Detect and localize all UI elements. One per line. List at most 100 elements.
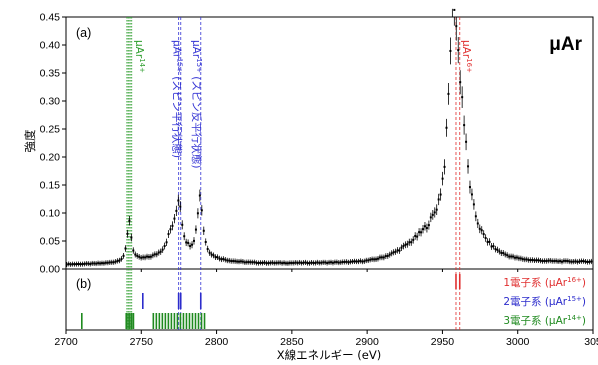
data-point — [275, 261, 278, 264]
data-point — [447, 92, 450, 95]
data-point — [146, 255, 149, 258]
data-point — [384, 255, 387, 258]
data-point — [239, 260, 242, 263]
data-point — [590, 260, 593, 263]
data-point — [326, 261, 329, 264]
data-point — [349, 260, 352, 263]
data-point — [290, 261, 293, 264]
data-point — [529, 259, 532, 262]
y-axis-title: 強度 — [23, 129, 37, 152]
data-point — [566, 260, 569, 263]
data-point — [75, 263, 78, 266]
data-point — [306, 262, 309, 265]
data-point — [376, 257, 379, 260]
data-point — [288, 261, 291, 264]
x-tick-label: 2900 — [355, 336, 379, 348]
data-point — [253, 261, 256, 264]
legend-entry: 2電子系 (μAr15+) — [503, 295, 586, 308]
data-point — [328, 261, 331, 264]
data-point — [408, 241, 411, 244]
data-point — [433, 211, 436, 214]
data-point — [514, 256, 517, 259]
data-point — [265, 262, 268, 265]
data-point — [104, 261, 107, 264]
data-point — [153, 253, 156, 256]
data-point — [568, 260, 571, 263]
data-point — [249, 261, 252, 264]
data-point — [241, 260, 244, 263]
data-point — [449, 49, 452, 52]
data-point — [212, 254, 215, 257]
data-point — [465, 140, 468, 143]
data-point — [547, 259, 550, 262]
data-point — [404, 243, 407, 246]
data-point — [560, 260, 563, 263]
data-point — [236, 260, 239, 263]
data-point — [355, 260, 358, 263]
data-point — [457, 49, 460, 52]
data-point — [140, 256, 143, 259]
data-point — [337, 261, 340, 264]
data-point — [77, 262, 80, 265]
data-point — [555, 259, 558, 262]
data-point — [335, 261, 338, 264]
data-point — [238, 260, 241, 263]
data-point — [93, 262, 96, 265]
data-point — [400, 246, 403, 249]
spectrum-series — [65, 8, 593, 267]
data-point — [488, 240, 491, 243]
data-point — [234, 260, 237, 263]
transition-legend: 1電子系 (μAr16+)2電子系 (μAr15+)3電子系 (μAr14+) — [503, 276, 586, 327]
annotation-label: μAr15+ (スピン平行状態) — [171, 40, 184, 158]
y-tick-label: 0.40 — [40, 40, 61, 52]
data-point — [175, 209, 178, 212]
data-point — [85, 262, 88, 265]
data-point — [171, 224, 174, 227]
annotation-label: μAr14+ — [133, 40, 146, 73]
data-point — [390, 252, 393, 255]
y-tick-label: 0.20 — [40, 152, 61, 164]
data-point — [151, 254, 154, 257]
annotation-label-ion: μAr — [460, 40, 472, 59]
data-point — [263, 261, 266, 264]
data-point — [535, 259, 538, 262]
data-point — [510, 255, 513, 258]
data-point — [416, 235, 419, 238]
data-point — [118, 259, 121, 262]
data-point — [396, 249, 399, 252]
data-point — [382, 256, 385, 259]
data-point — [173, 217, 176, 220]
data-point — [198, 194, 201, 197]
data-point — [134, 253, 137, 256]
data-point — [386, 254, 389, 257]
data-point — [179, 205, 182, 208]
data-point — [167, 233, 170, 236]
data-point — [106, 261, 109, 264]
data-point — [128, 219, 131, 222]
data-point — [142, 256, 145, 259]
data-point — [584, 260, 587, 263]
legend-superscript: 16+ — [567, 276, 582, 284]
data-point — [541, 260, 544, 263]
x-axis-title: X線エネルギー (eV) — [277, 348, 381, 362]
annotation-label-charge: 14+ — [138, 58, 146, 73]
data-point — [271, 261, 274, 264]
data-point — [361, 260, 364, 263]
data-point — [247, 261, 250, 264]
panel-b-label: (b) — [76, 277, 91, 291]
data-point — [533, 259, 536, 262]
data-point — [65, 263, 68, 266]
y-tick-label: 0.35 — [40, 68, 61, 80]
annotation-labels: μAr14+μAr15+ (スピン平行状態)μAr15+ (スピン反平行状態)μ… — [133, 40, 473, 169]
data-point — [286, 262, 289, 265]
data-point — [330, 261, 333, 264]
data-point — [302, 261, 305, 264]
data-point — [87, 262, 90, 265]
x-tick-label: 2700 — [54, 336, 78, 348]
data-point — [431, 213, 434, 216]
data-point — [69, 263, 72, 266]
data-point — [588, 260, 591, 263]
data-point — [102, 262, 105, 265]
data-point — [245, 261, 248, 264]
data-point — [255, 261, 258, 264]
